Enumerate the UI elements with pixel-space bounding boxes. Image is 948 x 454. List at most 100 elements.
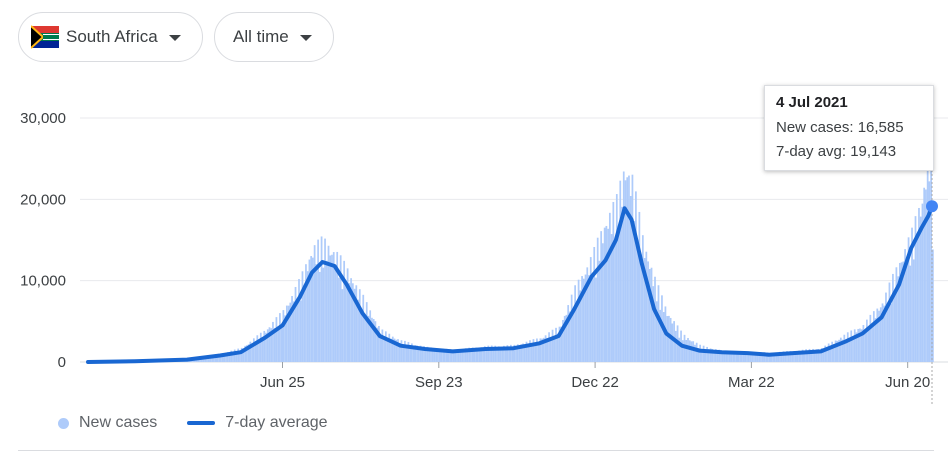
new-cases-bar <box>619 180 622 362</box>
new-cases-bar <box>558 326 561 362</box>
new-cases-bar <box>767 352 769 362</box>
new-cases-bar <box>426 346 429 362</box>
new-cases-bar <box>230 350 233 362</box>
new-cases-bar <box>881 303 884 362</box>
new-cases-bar <box>287 305 290 362</box>
new-cases-bar <box>331 254 333 362</box>
new-cases-bar <box>857 328 860 362</box>
country-selector[interactable]: South Africa <box>18 12 203 62</box>
new-cases-bar <box>725 350 728 362</box>
new-cases-bar <box>324 238 326 362</box>
new-cases-bar <box>695 342 698 362</box>
new-cases-bar <box>388 333 391 362</box>
new-cases-bar <box>216 356 219 362</box>
new-cases-bar <box>794 351 797 362</box>
new-cases-bar <box>834 340 837 362</box>
new-cases-bar <box>475 347 478 362</box>
new-cases-bar <box>332 252 335 362</box>
new-cases-bar <box>905 262 908 362</box>
new-cases-bar <box>615 194 618 362</box>
new-cases-bar <box>221 353 224 362</box>
new-cases-bar <box>468 347 471 362</box>
new-cases-bar <box>806 352 809 362</box>
new-cases-bar <box>897 276 900 362</box>
new-cases-bar <box>833 344 835 362</box>
new-cases-bar <box>647 261 649 362</box>
new-cases-bar <box>338 277 340 362</box>
new-cases-bar <box>265 332 267 362</box>
new-cases-bar <box>902 261 905 362</box>
new-cases-bar <box>706 346 708 362</box>
new-cases-bar <box>723 353 726 362</box>
new-cases-bar <box>603 227 606 362</box>
new-cases-bar <box>428 350 431 362</box>
new-cases-bar <box>643 258 646 362</box>
new-cases-bar <box>405 347 408 362</box>
new-cases-bar <box>277 328 280 362</box>
new-cases-bar <box>444 351 446 362</box>
new-cases-bar <box>581 276 583 362</box>
new-cases-bar <box>687 337 689 362</box>
new-cases-bar <box>511 349 514 362</box>
new-cases-bar <box>254 343 257 362</box>
new-cases-bar <box>579 290 582 362</box>
new-cases-bar <box>416 345 418 362</box>
time-range-label: All time <box>233 27 289 46</box>
new-cases-bar <box>867 329 870 362</box>
new-cases-bar <box>459 350 462 362</box>
new-cases-bar <box>272 321 274 362</box>
new-cases-bar <box>883 305 886 362</box>
new-cases-bar <box>593 247 596 362</box>
new-cases-bar <box>702 345 705 362</box>
new-cases-bar <box>261 337 264 362</box>
new-cases-bar <box>334 265 337 362</box>
new-cases-bar <box>666 316 669 362</box>
new-cases-bar <box>749 353 752 362</box>
new-cases-bar <box>765 354 768 362</box>
divider <box>18 450 934 451</box>
new-cases-bar <box>438 348 441 362</box>
x-tick-label: Jun 20 <box>885 374 930 391</box>
new-cases-bar <box>383 339 385 362</box>
new-cases-bar <box>301 271 304 362</box>
new-cases-bar <box>225 352 227 362</box>
new-cases-bar <box>447 352 450 362</box>
new-cases-bar <box>489 350 491 362</box>
new-cases-bar <box>633 221 636 362</box>
new-cases-bar <box>242 348 245 362</box>
new-cases-bar <box>760 352 762 362</box>
new-cases-bar <box>813 350 816 362</box>
new-cases-bar <box>298 279 300 362</box>
new-cases-bar <box>404 340 406 362</box>
new-cases-bar <box>727 352 729 362</box>
new-cases-bar <box>398 343 401 362</box>
new-cases-bar <box>228 352 231 362</box>
new-cases-bar <box>452 349 455 362</box>
new-cases-bar <box>591 277 594 362</box>
new-cases-bar <box>322 267 325 362</box>
time-range-selector[interactable]: All time <box>214 12 334 62</box>
new-cases-bar <box>711 348 714 362</box>
new-cases-bar <box>654 276 656 362</box>
new-cases-bar <box>718 349 721 362</box>
new-cases-bar <box>671 323 674 362</box>
new-cases-bar <box>694 344 696 362</box>
new-cases-bar <box>372 319 375 362</box>
new-cases-bar <box>477 348 479 362</box>
new-cases-bar <box>259 332 262 362</box>
new-cases-bar <box>754 352 757 362</box>
new-cases-bar <box>430 347 432 362</box>
new-cases-bar <box>530 346 533 362</box>
south-africa-flag-icon <box>31 25 59 49</box>
new-cases-bar <box>812 348 814 362</box>
new-cases-bar <box>608 212 611 362</box>
new-cases-bar <box>763 352 766 362</box>
new-cases-bar <box>461 349 464 362</box>
new-cases-bar <box>784 354 787 362</box>
new-cases-bar <box>240 347 243 362</box>
new-cases-bar <box>289 302 292 362</box>
new-cases-bar <box>520 344 523 362</box>
new-cases-bar <box>869 314 872 362</box>
new-cases-bar <box>885 292 887 362</box>
